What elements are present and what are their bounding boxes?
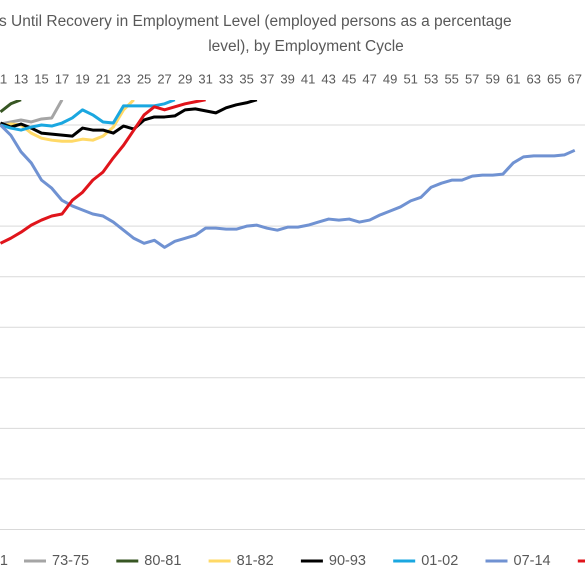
x-tick-label: 65 (547, 71, 561, 86)
x-tick-label: 17 (55, 71, 69, 86)
x-tick-label: 11 (0, 71, 7, 86)
plot-area (0, 100, 576, 249)
x-tick-label: 53 (424, 71, 438, 86)
x-tick-label: 13 (14, 71, 28, 86)
x-tick-label: 41 (301, 71, 315, 86)
legend-label: 80-81 (144, 553, 181, 569)
x-tick-label: 45 (342, 71, 356, 86)
x-tick-label: 31 (198, 71, 212, 86)
x-tick-label: 61 (506, 71, 520, 86)
series-line (0, 100, 258, 138)
series-line (0, 100, 64, 126)
x-tick-label: 21 (96, 71, 110, 86)
x-tick-label: 27 (157, 71, 171, 86)
x-tick-label: 19 (75, 71, 89, 86)
x-tick-label: 43 (321, 71, 335, 86)
x-tick-label: 63 (526, 71, 540, 86)
legend-label: 90-93 (329, 553, 366, 569)
x-tick-label: 51 (403, 71, 417, 86)
x-tick-label: 23 (116, 71, 130, 86)
x-tick-label: 57 (465, 71, 479, 86)
legend: 1 73-75 80-81 81-82 90-93 01-02 07-14 (0, 553, 585, 569)
x-tick-label: 29 (178, 71, 192, 86)
x-tick-label: 47 (362, 71, 376, 86)
legend-label: 1 (0, 553, 8, 569)
x-tick-label: 35 (239, 71, 253, 86)
x-tick-label: 55 (444, 71, 458, 86)
x-tick-label: 33 (219, 71, 233, 86)
x-tick-label: 25 (137, 71, 151, 86)
x-tick-label: 49 (383, 71, 397, 86)
x-tick-label: 39 (280, 71, 294, 86)
chart-title: s Until Recovery in Employment Level (em… (0, 13, 512, 30)
series-line (0, 100, 135, 143)
grid (0, 124, 585, 530)
x-tick-label: 67 (568, 71, 582, 86)
series-line (0, 123, 576, 249)
legend-label: 81-82 (237, 553, 274, 569)
series-line (0, 100, 22, 114)
legend-label: 01-02 (421, 553, 458, 569)
legend-label: 07-14 (514, 553, 551, 569)
x-tick-label: 59 (485, 71, 499, 86)
legend-label: 73-75 (52, 553, 89, 569)
x-tick-label: 15 (34, 71, 48, 86)
series-line (0, 100, 206, 245)
series-line (0, 100, 176, 132)
x-tick-label: 37 (260, 71, 274, 86)
chart-title: level), by Employment Cycle (208, 38, 404, 55)
